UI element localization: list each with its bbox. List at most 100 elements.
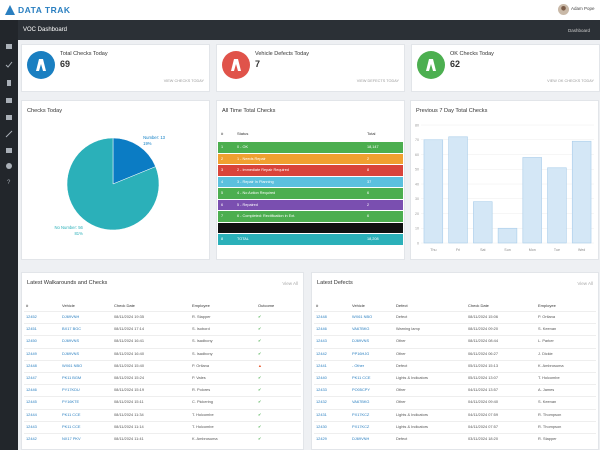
table-cell[interactable]: 12443 [26,423,37,429]
nav-icon[interactable] [6,44,12,49]
table-cell[interactable]: PP16HJG [352,350,370,356]
table-cell[interactable]: DJ69VNS [62,350,80,356]
table-cell[interactable]: DJ69VNH [352,436,370,441]
table-cell[interactable]: PK11 CCE [62,423,81,429]
nav-icon[interactable] [5,61,13,68]
table-cell[interactable]: 12442 [26,436,37,441]
table-cell[interactable]: - Other [352,362,365,368]
table-cell[interactable]: 12443 [316,338,327,344]
card-link[interactable]: VIEW OK CHECKS TODAY [547,79,594,83]
nav-icon[interactable] [5,130,13,138]
bar [571,140,592,244]
table-cell[interactable]: 12441 [316,362,327,368]
table-cell[interactable]: VA67BKG [352,326,370,332]
card-icon [417,51,445,79]
table-cell[interactable]: 12429 [316,436,327,441]
nav-icon[interactable] [7,80,11,86]
y-tick-label: 70 [415,138,419,142]
table-cell[interactable]: 12430 [316,423,327,429]
table-cell[interactable]: 12445 [26,399,37,405]
table-cell[interactable]: 12447 [26,375,37,380]
table-cell[interactable]: 12449 [26,350,37,356]
row-separator [314,396,596,398]
card-link[interactable]: VIEW CHECKS TODAY [163,79,204,83]
table-cell: P. Ortlana [192,362,210,368]
table-cell: ✔ [258,436,262,441]
table-header: Vehicle [352,303,365,308]
card-icon [27,51,55,79]
table-cell[interactable]: 12450 [26,338,37,344]
x-tick-label: Tue [554,248,560,252]
table-header: Status [237,131,249,136]
table-cell[interactable]: WX61 NBO [352,314,373,319]
row-separator [314,335,596,337]
row-separator [24,335,301,337]
x-tick-label: Sun [504,248,510,252]
table-cell[interactable]: 12452 [26,314,37,319]
table-cell: Other [396,399,406,405]
table-cell[interactable]: 12440 [316,375,327,380]
y-tick-label: 0 [417,241,419,245]
status-cell: 8 [221,237,224,241]
view-all[interactable]: View All [282,281,298,286]
nav-icon[interactable] [6,98,12,103]
icon-circle [417,51,445,79]
table-cell[interactable]: 12433 [316,387,327,393]
table-cell: 05/11/2024 13:07 [468,375,498,380]
status-cell: 2 - Immediate Repair Required [237,168,289,172]
table-cell[interactable]: PY16KTE [62,399,80,405]
status-cell: 18,147 [367,145,379,149]
table-cell[interactable]: DJ69VNS [352,338,370,344]
table-cell: T. Holcombe [538,375,560,380]
table-header: Check Date [468,303,489,308]
view-all[interactable]: View All [577,281,593,286]
nav-icon[interactable] [6,115,12,120]
table-cell[interactable]: DJ69VNH [62,314,80,319]
table-cell[interactable]: NX17 PKV [62,436,81,441]
table-cell[interactable]: DJ69VNS [62,338,80,344]
pie-slice [66,137,160,231]
table-cell[interactable]: PX17KCZ [352,423,370,429]
panel-title: Checks Today [27,108,63,114]
table-cell[interactable]: 12444 [26,411,37,417]
y-tick-label: 20 [415,212,419,216]
table-header: Total [367,131,376,136]
table-cell[interactable]: PO05CPY [352,387,370,393]
table-cell: 08/11/2024 15:40 [114,362,144,368]
table-cell[interactable]: 12442 [316,350,327,356]
table-cell[interactable]: PK11 CCE [62,411,81,417]
table-cell: 08/11/2024 11:41 [114,436,144,441]
bar-chart: 0 10 20 30 40 50 60 70 80 Thu Fri Sat Sun Mon Tue Wed [415,123,594,252]
table-cell[interactable]: PK11 CCE [352,375,371,380]
status-cell: 4 - No Action Required [237,191,276,195]
user-name[interactable]: Adam Pope [571,6,595,11]
breadcrumb[interactable]: Dashboard [568,28,591,33]
table-cell: ✔ [258,399,262,405]
table-cell[interactable]: 12446 [26,387,37,393]
table-cell[interactable]: VA67BKG [352,399,370,405]
table-cell: Defect [396,314,408,319]
table-cell[interactable]: 12451 [26,326,37,332]
table-cell[interactable]: WX61 NBO [62,362,83,368]
stat-card: Total Checks Today 69 VIEW CHECKS TODAY [21,44,210,92]
nav-icon[interactable] [6,163,12,169]
nav-icon[interactable] [6,148,12,153]
card-link[interactable]: VIEW DEFECTS TODAY [356,79,399,83]
table-cell[interactable]: PY17KDU [62,387,80,393]
table-cell: T. Holcombe [192,411,214,417]
table-cell[interactable]: PK11 BGM [62,375,82,380]
status-cell: 6 [221,202,224,207]
table-cell[interactable]: 12432 [316,399,327,405]
status-row: 1 0 - OK 18,147 [218,142,403,153]
all-time-panel: All Time Total Checks # Status Total 1 0 - O… [216,100,405,260]
table-cell[interactable]: BX17 BGC [62,326,82,332]
nav-icon[interactable]: ? [7,180,11,186]
table-cell[interactable]: PX17KCZ [352,411,370,417]
table-cell[interactable]: 12448 [316,314,327,319]
table-cell[interactable]: 12431 [316,411,327,417]
table-cell: S. Isadbony [192,338,213,344]
table-cell[interactable]: 12448 [26,362,37,368]
avatar[interactable] [558,4,569,15]
table-cell[interactable]: 12446 [316,326,327,332]
table-header: # [26,303,29,308]
